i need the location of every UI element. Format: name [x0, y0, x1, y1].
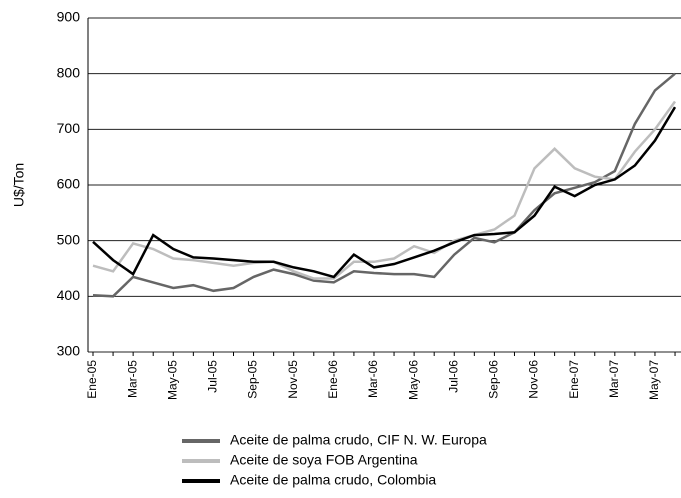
legend-label: Aceite de palma crudo, CIF N. W. Europa	[230, 432, 487, 448]
x-tick-label: Ene-06	[326, 360, 340, 399]
legend-label: Aceite de soya FOB Argentina	[230, 452, 418, 468]
y-tick-label: 600	[57, 176, 81, 192]
x-tick-label: May-05	[165, 360, 179, 400]
x-tick-label: Nov-06	[527, 360, 541, 399]
y-tick-label: 700	[57, 120, 81, 136]
series-line	[92, 106, 677, 279]
x-tick-label: Jul-05	[206, 360, 220, 393]
x-tick-label: Ene-05	[85, 360, 99, 399]
x-tick-label: Mar-06	[366, 360, 380, 398]
series-line	[92, 72, 676, 298]
y-axis-label: U$/Ton	[11, 163, 27, 207]
x-tick-label: Jul-06	[446, 360, 460, 393]
x-tick-label: Mar-05	[125, 360, 139, 398]
y-tick-label: 300	[57, 343, 81, 359]
y-tick-label: 400	[57, 287, 81, 303]
x-tick-label: Nov-05	[286, 360, 300, 399]
x-tick-label: May-06	[406, 360, 420, 400]
legend-label: Aceite de palma crudo, Colombia	[230, 472, 436, 488]
series-line	[92, 100, 677, 280]
x-tick-label: Mar-07	[607, 360, 621, 398]
x-tick-label: Sep-06	[487, 360, 501, 399]
x-tick-label: Ene-07	[567, 360, 581, 399]
y-tick-label: 800	[57, 64, 81, 80]
x-tick-label: Sep-05	[246, 360, 260, 399]
x-tick-label: May-07	[647, 360, 661, 400]
y-tick-label: 500	[57, 231, 81, 247]
y-tick-label: 900	[57, 9, 81, 25]
